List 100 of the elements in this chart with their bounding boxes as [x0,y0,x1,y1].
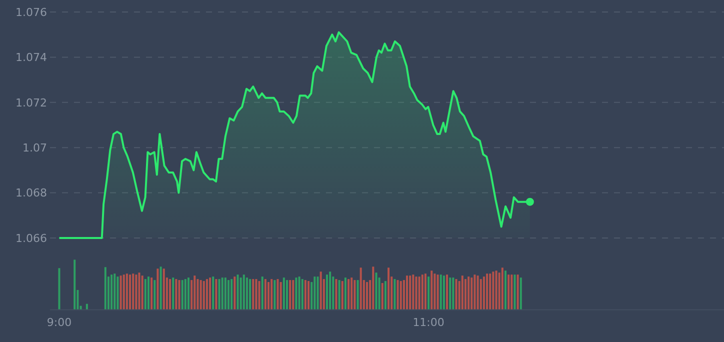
bar [184,279,186,310]
bar [492,272,494,310]
bar [144,279,146,310]
bar [476,276,479,310]
bar [141,276,144,310]
bar [304,280,306,310]
bar [298,276,300,310]
bar [329,272,332,310]
bar [286,280,288,310]
bar [240,278,242,310]
bar [246,278,248,310]
bar [86,304,88,310]
bar [350,278,353,310]
bar [252,279,254,310]
bar [316,276,319,310]
bar [221,278,224,310]
bar [212,276,214,310]
bar [236,274,239,310]
bar [366,282,368,310]
bar [175,279,178,310]
bar [169,279,172,310]
bar [178,280,180,310]
bar [356,280,359,310]
bar [308,281,310,310]
bar [230,279,233,310]
bar [172,278,174,310]
bar [295,278,298,310]
bar [147,276,150,310]
bar [396,280,399,310]
bar [150,278,153,310]
bar [449,278,452,310]
y-tick-label: 1.068 [16,186,47,200]
y-tick-label: 1.074 [16,51,47,64]
bar [110,274,113,310]
bar [394,279,396,310]
bar [202,281,205,310]
bar [138,272,140,310]
bar [510,274,513,310]
bar [400,281,402,310]
bar [274,280,276,310]
bar [470,278,473,310]
bar [132,274,134,310]
bar [218,279,220,310]
bar [135,274,138,310]
bar [372,266,374,310]
bar [384,281,386,310]
bar [354,280,356,310]
bar [320,272,322,310]
bar [292,280,294,310]
bar [206,279,208,310]
bar [160,266,162,310]
bar [326,274,328,310]
bar [228,280,230,310]
bar [104,267,106,310]
bar [249,279,252,310]
bar [501,268,504,310]
bar [209,278,212,310]
bar [455,279,458,310]
bar [388,268,390,310]
bar [442,276,445,310]
bar [74,260,76,310]
bar [360,268,362,310]
bar [276,279,279,310]
bar [122,274,125,310]
bar [486,274,488,310]
bar [196,279,199,310]
bar [421,274,424,310]
bar [520,278,522,310]
bar [464,279,466,310]
bar [406,276,408,310]
bar [129,274,132,310]
bar [480,279,482,310]
bar [468,276,470,310]
bar [156,268,159,310]
bar [301,279,304,310]
bar [289,280,292,310]
bar [264,279,266,310]
bar [474,274,476,310]
y-tick-label: 1.07 [22,141,47,154]
bar [344,278,346,310]
bar [194,276,196,310]
bar [187,278,190,310]
bar [412,274,414,310]
bar [508,274,510,310]
bar [489,274,492,310]
bar [162,268,165,310]
x-tick-label: 11:00 [412,316,444,330]
bar [434,274,436,310]
bar [280,282,282,310]
bar [338,280,340,310]
bar [436,274,439,310]
bar [270,279,273,310]
bar [200,280,202,310]
bar [516,274,519,310]
bar [514,274,516,310]
bar [440,274,442,310]
bar [261,276,264,310]
bar [282,278,285,310]
bar [430,270,433,310]
bar [215,279,218,310]
